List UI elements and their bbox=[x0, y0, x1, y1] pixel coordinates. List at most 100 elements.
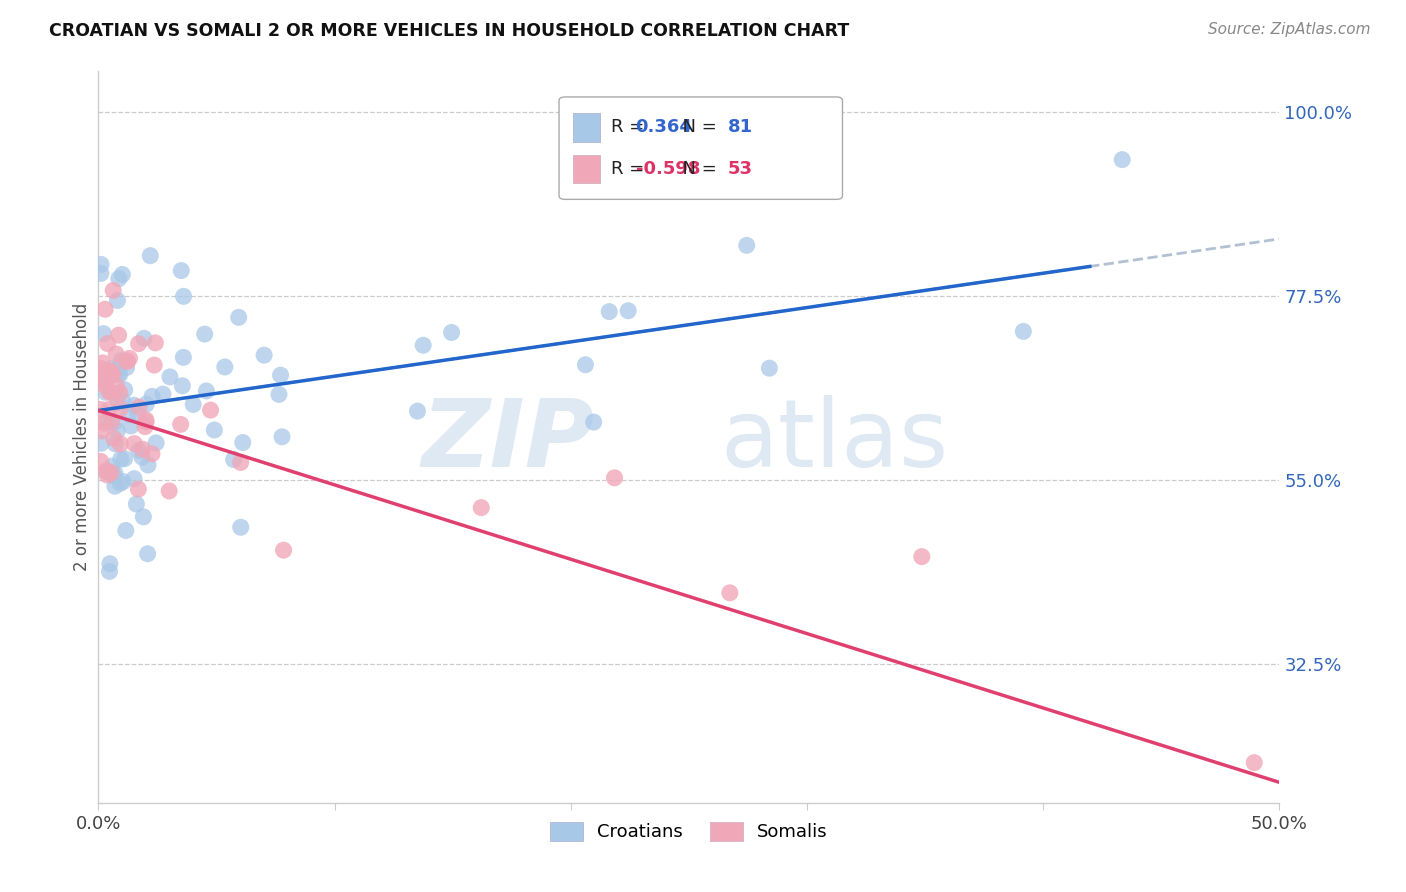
Point bbox=[105, 379, 128, 393]
Point bbox=[93, 326, 115, 341]
Legend: Croatians, Somalis: Croatians, Somalis bbox=[543, 814, 835, 848]
Point bbox=[139, 249, 162, 263]
Point bbox=[169, 417, 191, 432]
Point bbox=[170, 263, 193, 277]
Point bbox=[273, 543, 295, 558]
Point bbox=[222, 452, 245, 467]
Point bbox=[90, 436, 112, 450]
Point bbox=[94, 385, 117, 400]
Point bbox=[118, 351, 141, 366]
Point bbox=[97, 364, 120, 378]
Point bbox=[141, 389, 163, 403]
Text: N =: N = bbox=[671, 119, 723, 136]
Point bbox=[232, 435, 254, 450]
Point bbox=[104, 479, 127, 493]
Point bbox=[157, 483, 180, 498]
Point bbox=[470, 500, 492, 515]
Point bbox=[104, 466, 127, 480]
Point bbox=[152, 387, 174, 401]
Point bbox=[97, 402, 120, 417]
Point bbox=[108, 368, 131, 382]
Point bbox=[90, 373, 112, 387]
Point bbox=[107, 293, 129, 308]
Point bbox=[90, 402, 112, 417]
Point bbox=[136, 458, 159, 472]
Point bbox=[172, 378, 194, 392]
Point bbox=[98, 557, 121, 571]
Point bbox=[124, 436, 146, 450]
Point bbox=[101, 386, 124, 401]
Point bbox=[440, 326, 463, 340]
Point bbox=[125, 497, 148, 511]
Text: Source: ZipAtlas.com: Source: ZipAtlas.com bbox=[1208, 22, 1371, 37]
Point bbox=[603, 471, 626, 485]
Point bbox=[718, 586, 741, 600]
Point bbox=[270, 368, 292, 383]
Point bbox=[1111, 153, 1133, 167]
Point bbox=[100, 466, 122, 480]
Text: -0.598: -0.598 bbox=[636, 160, 700, 178]
Point bbox=[131, 442, 153, 457]
Point bbox=[100, 459, 122, 474]
Point bbox=[115, 354, 138, 368]
Point bbox=[758, 361, 780, 376]
Point bbox=[90, 361, 112, 376]
Point bbox=[114, 524, 136, 538]
Point bbox=[132, 509, 155, 524]
Point bbox=[100, 364, 122, 378]
Point bbox=[135, 397, 157, 411]
Point bbox=[134, 419, 156, 434]
Point bbox=[127, 408, 149, 422]
Point bbox=[406, 404, 429, 418]
Point bbox=[598, 304, 620, 318]
Point bbox=[107, 368, 129, 382]
Point bbox=[200, 403, 222, 417]
Point bbox=[93, 365, 115, 379]
Point bbox=[103, 284, 125, 298]
Point bbox=[141, 447, 163, 461]
Point bbox=[108, 476, 131, 491]
Point bbox=[574, 358, 596, 372]
Point bbox=[97, 413, 120, 427]
Point bbox=[103, 415, 125, 429]
FancyBboxPatch shape bbox=[560, 97, 842, 200]
Point bbox=[108, 386, 131, 401]
Point bbox=[145, 436, 167, 450]
Point bbox=[115, 360, 138, 375]
Point bbox=[110, 452, 132, 467]
Point bbox=[90, 267, 112, 281]
Text: atlas: atlas bbox=[720, 395, 949, 487]
Text: 53: 53 bbox=[728, 160, 754, 178]
Point bbox=[135, 415, 157, 429]
Point bbox=[195, 384, 218, 398]
Point bbox=[128, 400, 150, 414]
Point bbox=[228, 310, 250, 325]
Point bbox=[94, 416, 117, 430]
Point bbox=[202, 423, 225, 437]
Point bbox=[90, 371, 112, 385]
Point bbox=[911, 549, 934, 564]
Point bbox=[90, 454, 112, 468]
Point bbox=[114, 383, 136, 397]
Point bbox=[214, 359, 236, 374]
Point bbox=[96, 336, 118, 351]
Text: ZIP: ZIP bbox=[422, 395, 595, 487]
Text: R =: R = bbox=[612, 119, 650, 136]
Text: CROATIAN VS SOMALI 2 OR MORE VEHICLES IN HOUSEHOLD CORRELATION CHART: CROATIAN VS SOMALI 2 OR MORE VEHICLES IN… bbox=[49, 22, 849, 40]
Point bbox=[412, 338, 434, 352]
Point bbox=[105, 424, 128, 438]
Point bbox=[108, 359, 131, 374]
Text: 81: 81 bbox=[728, 119, 754, 136]
Point bbox=[271, 430, 294, 444]
Point bbox=[120, 419, 142, 434]
Point bbox=[97, 384, 120, 399]
Point bbox=[101, 368, 124, 382]
Point bbox=[128, 443, 150, 458]
Point bbox=[90, 424, 112, 438]
Text: N =: N = bbox=[671, 160, 723, 178]
Point bbox=[103, 432, 125, 446]
Point bbox=[91, 356, 114, 370]
Point bbox=[229, 520, 252, 534]
Point bbox=[110, 437, 132, 451]
Point bbox=[143, 335, 166, 350]
